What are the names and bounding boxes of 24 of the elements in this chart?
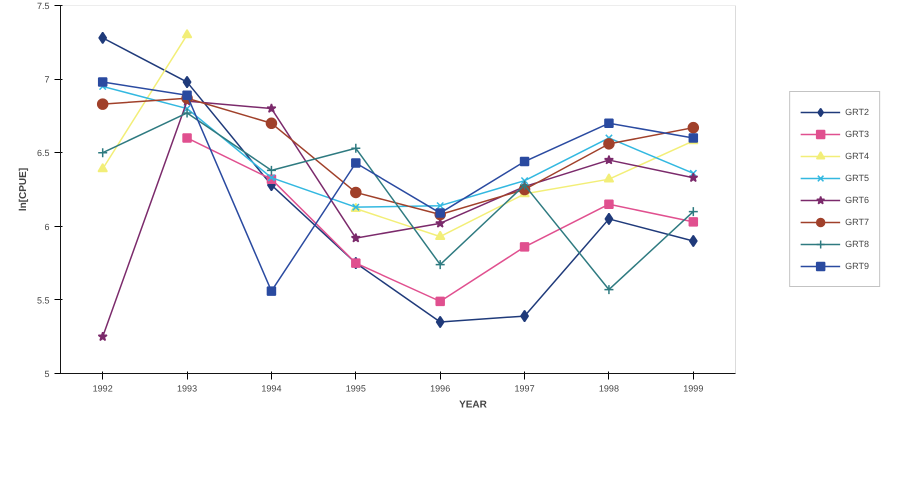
legend-label: GRT5 (845, 173, 869, 183)
y-tick-label: 5 (44, 369, 50, 379)
x-tick-label: 1998 (598, 384, 619, 394)
legend-label: GRT9 (845, 261, 869, 271)
legend-label: GRT7 (845, 217, 869, 227)
x-tick-label: 1992 (92, 384, 113, 394)
legend-label: GRT8 (845, 239, 869, 249)
y-tick-label: 6.5 (36, 148, 50, 158)
legend-label: GRT6 (845, 195, 869, 205)
legend-label: GRT3 (845, 129, 869, 139)
y-tick-label: 7.5 (36, 1, 50, 11)
legend-label: GRT2 (845, 107, 869, 117)
legend-label: GRT4 (845, 151, 869, 161)
y-axis-title: ln[CPUE] (18, 168, 29, 212)
y-tick-label: 6 (44, 222, 50, 232)
y-tick-label: 5.5 (36, 295, 50, 306)
x-tick-label: 1996 (430, 384, 450, 394)
x-tick-label: 1997 (514, 384, 535, 394)
x-tick-label: 1999 (683, 384, 704, 394)
x-axis-title: YEAR (459, 400, 488, 410)
x-tick-label: 1994 (261, 384, 282, 394)
x-tick-label: 1995 (346, 384, 366, 394)
x-tick-label: 1993 (177, 384, 198, 394)
y-tick-label: 7 (44, 74, 50, 85)
